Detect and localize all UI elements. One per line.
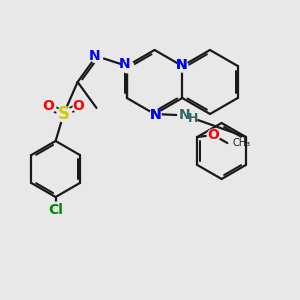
Text: N: N bbox=[150, 108, 161, 122]
Text: N: N bbox=[119, 57, 131, 71]
Text: S: S bbox=[58, 105, 70, 123]
Text: CH₃: CH₃ bbox=[232, 138, 250, 148]
Text: N: N bbox=[88, 49, 100, 63]
Text: O: O bbox=[207, 128, 219, 142]
Text: Cl: Cl bbox=[48, 203, 63, 217]
Text: N: N bbox=[176, 58, 187, 72]
Text: N: N bbox=[176, 58, 187, 72]
Text: O: O bbox=[73, 99, 85, 113]
Text: N: N bbox=[179, 108, 190, 122]
Text: O: O bbox=[43, 99, 55, 113]
Text: H: H bbox=[188, 112, 198, 124]
Text: N: N bbox=[150, 108, 161, 122]
